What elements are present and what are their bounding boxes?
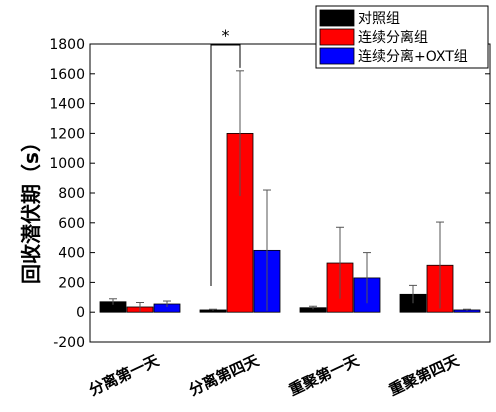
significance-bracket: *	[210, 26, 241, 286]
significance-line	[210, 44, 241, 286]
y-tick-label: 1000	[49, 156, 85, 172]
legend-label: 对照组	[358, 11, 400, 27]
y-axis-label: 回收潜伏期（s）	[19, 132, 43, 284]
legend-label: 连续分离组	[358, 29, 428, 46]
legend-swatch	[319, 47, 355, 65]
y-tick-label: 600	[58, 216, 85, 232]
y-tick-label: 1400	[49, 97, 85, 113]
x-axis-category-labels: 分离第一天 分离第四天 重聚第一天 重聚第四天	[86, 351, 462, 399]
y-tick-label: -200	[53, 335, 85, 351]
category-label: 分离第一天	[86, 351, 162, 399]
category-label: 分离第四天	[186, 351, 262, 399]
y-tick-label: 0	[76, 305, 85, 321]
legend-label: 连续分离+OXT组	[358, 48, 468, 65]
y-tick-label: 400	[58, 246, 85, 262]
y-tick-label: 1600	[49, 67, 85, 83]
legend-swatch	[319, 28, 355, 46]
category-label: 重聚第一天	[286, 351, 362, 399]
y-tick-label: 1200	[49, 126, 85, 142]
y-tick-label: 200	[58, 275, 85, 291]
error-bars-group	[109, 70, 471, 312]
y-axis-ticks: -200 0 200 400 600 800 1000 1200 1400 1600 1800	[49, 37, 490, 351]
y-tick-label: 1800	[49, 37, 85, 53]
bars-group	[99, 132, 481, 313]
significance-star: *	[222, 26, 230, 45]
y-tick-label: 800	[58, 186, 85, 202]
legend-swatch	[319, 9, 355, 27]
category-label: 重聚第四天	[386, 351, 462, 399]
